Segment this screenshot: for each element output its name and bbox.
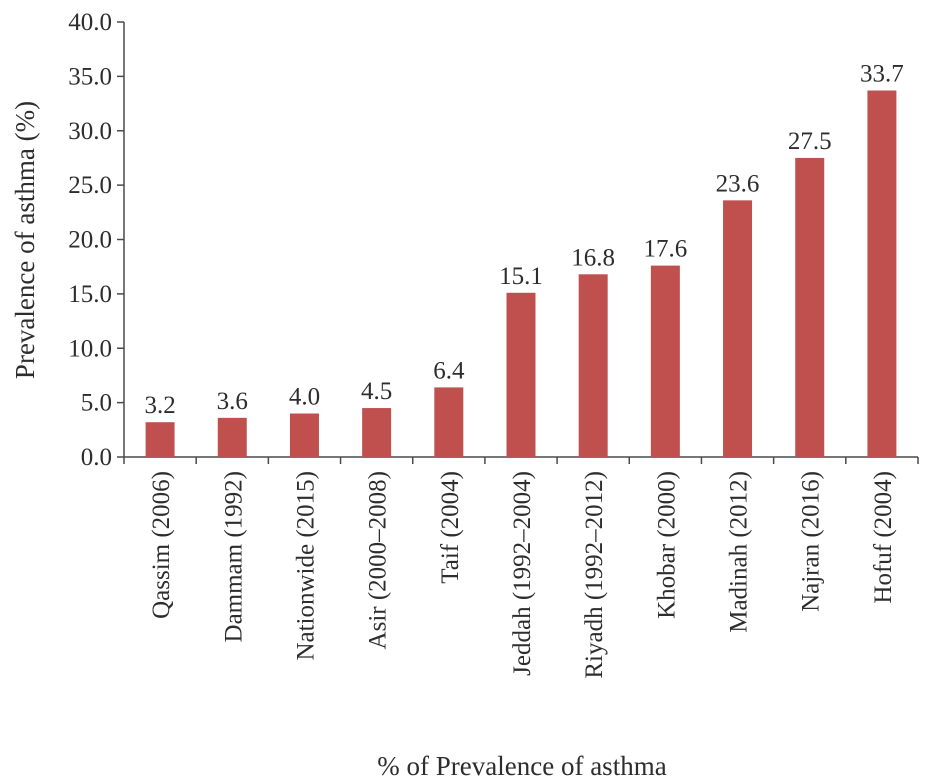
bar [362,408,392,457]
bars [145,90,897,457]
data-label: 33.7 [860,61,904,88]
bar [723,200,753,457]
category-label: Asir (2000–2008) [365,471,392,649]
data-label: 3.2 [144,392,175,419]
y-tick-label: 0.0 [81,444,112,471]
data-label: 4.5 [361,378,392,405]
bar [795,157,825,457]
category-label: Dammam (1992) [220,471,247,642]
category-label: Najran (2016) [798,471,825,612]
bar [506,292,536,457]
x-axis [123,456,919,464]
data-label: 3.6 [217,388,248,415]
bar [650,265,680,457]
y-tick-label: 5.0 [81,390,112,417]
y-tick-label: 10.0 [68,335,112,362]
category-label: Qassim (2006) [148,471,175,619]
bar [867,90,897,457]
data-label: 15.1 [499,263,543,290]
x-axis-title: % of Prevalence of asthma [377,751,666,781]
y-tick-label: 35.0 [68,63,112,90]
value-labels: 3.2 3.6 4.0 4.5 6.4 15.1 16.8 17.6 23.6 27.5 33.7 [144,61,903,420]
y-axis: 0.0 5.0 10.0 15.0 20.0 25.0 30.0 35.0 40.0 [68,9,125,471]
category-label: Taif (2004) [437,471,464,584]
category-label: Jeddah (1992–2004) [509,471,536,676]
bar [578,274,608,457]
data-label: 17.6 [643,236,687,263]
data-label: 6.4 [433,357,465,384]
bar [434,387,464,457]
bar [145,422,175,457]
category-label: Riyadh (1992–2012) [581,471,608,679]
y-tick-label: 30.0 [68,118,112,145]
y-axis-title: Prevalence of asthma (%) [10,101,40,379]
category-label: Hofuf (2004) [870,471,897,604]
category-label: Madinah (2012) [726,471,753,633]
data-label: 27.5 [788,128,832,155]
category-label: Nationwide (2015) [292,471,319,661]
category-label: Khobar (2000) [653,471,680,619]
bar [289,413,319,457]
data-label: 16.8 [571,244,615,271]
data-label: 4.0 [289,384,320,411]
y-tick-label: 20.0 [68,227,112,254]
y-tick-label: 15.0 [68,281,112,308]
y-tick-label: 25.0 [68,172,112,199]
bar [217,417,247,457]
data-label: 23.6 [716,170,760,197]
category-labels: Qassim (2006) Dammam (1992) Nationwide (20… [148,471,897,679]
y-tick-label: 40.0 [68,9,112,36]
